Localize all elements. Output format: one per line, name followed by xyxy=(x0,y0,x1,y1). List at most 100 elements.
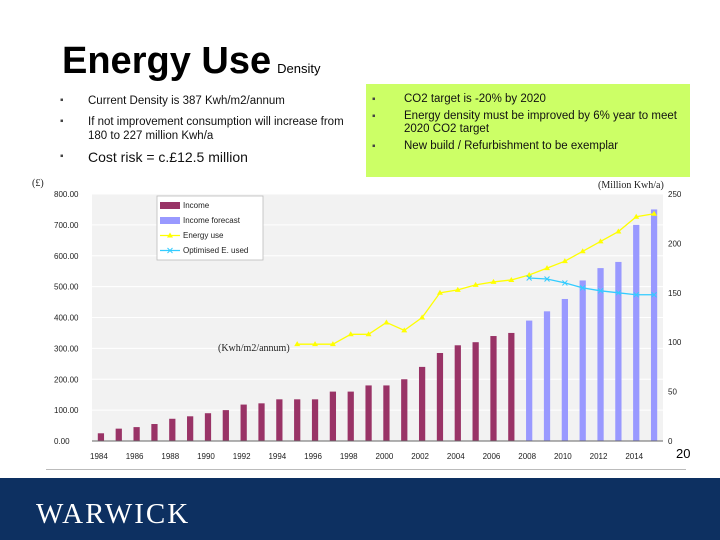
x-tick-label: 2002 xyxy=(411,452,429,461)
forecast-bar xyxy=(615,261,622,441)
bullet-consumption: If not improvement consumption will incr… xyxy=(60,115,360,143)
ticks-group: 0.00 100.00 200.00 300.00 400.00 500.00 600.00… xyxy=(54,190,682,461)
legend-label: Income xyxy=(183,201,210,210)
income-bar xyxy=(240,404,247,441)
energy-use-point xyxy=(597,238,604,244)
energy-use-point xyxy=(526,272,533,278)
bullet-density: Current Density is 387 Kwh/m2/annum xyxy=(60,94,360,108)
page-number: 20 xyxy=(676,446,691,461)
right-tick-label: 150 xyxy=(668,289,682,298)
left-tick-label: 400.00 xyxy=(54,314,79,323)
energy-use-point xyxy=(508,276,515,282)
density-annotation: (Kwh/m2/annum) xyxy=(218,343,290,354)
energy-use-point xyxy=(312,341,319,347)
x-tick-label: 2014 xyxy=(625,452,643,461)
x-tick-label: 2000 xyxy=(376,452,394,461)
right-tick-label: 200 xyxy=(668,239,682,248)
x-tick-label: 2008 xyxy=(518,452,536,461)
energy-use-point xyxy=(329,341,336,347)
forecast-bar xyxy=(543,311,551,441)
income-bar xyxy=(401,379,408,441)
x-tick-label: 1990 xyxy=(197,452,215,461)
income-bar xyxy=(133,427,140,441)
x-tick-label: 1986 xyxy=(126,452,144,461)
left-tick-label: 100.00 xyxy=(54,406,79,415)
energy-use-point xyxy=(347,331,354,337)
left-tick-label: 200.00 xyxy=(54,375,79,384)
income-bar xyxy=(311,399,319,441)
income-bar xyxy=(169,418,176,441)
forecast-bar xyxy=(561,298,568,441)
energy-use-point xyxy=(490,278,497,284)
energy-use-point xyxy=(561,258,568,264)
income-bar xyxy=(294,399,301,441)
x-tick-label: 2006 xyxy=(483,452,501,461)
target-build: New build / Refurbishment to be exemplar xyxy=(372,140,684,153)
left-axis-unit: (£) xyxy=(32,178,44,189)
energy-use-point xyxy=(436,289,443,295)
x-tick-label: 1984 xyxy=(90,452,108,461)
legend-swatch xyxy=(160,247,180,254)
income-bar xyxy=(454,345,461,441)
energy-use-point xyxy=(294,341,301,347)
legend-swatch xyxy=(160,232,180,238)
right-tick-label: 250 xyxy=(668,190,682,199)
energy-use-point xyxy=(544,265,551,271)
bullet-list: Current Density is 387 Kwh/m2/annum If n… xyxy=(60,94,360,171)
legend-label: Energy use xyxy=(183,231,224,240)
optimised-point xyxy=(615,289,622,296)
footer-bar xyxy=(0,478,720,540)
energy-use-point xyxy=(365,331,372,337)
chart-legend: Income Income forecast Energy use Optimised… xyxy=(156,195,264,261)
income-bar xyxy=(436,353,444,441)
income-bar xyxy=(472,342,479,441)
income-bar xyxy=(508,332,515,441)
income-bar xyxy=(329,391,337,441)
left-tick-label: 0.00 xyxy=(54,437,70,446)
legend-label: Optimised E. used xyxy=(183,246,248,255)
income-bar xyxy=(204,413,212,441)
optimised-point xyxy=(526,275,533,281)
income-bar xyxy=(258,403,265,441)
legend-swatch xyxy=(160,202,180,209)
slide-title: Energy Use Density xyxy=(62,40,320,83)
right-tick-label: 50 xyxy=(668,388,677,397)
income-bar xyxy=(490,336,497,441)
lines-group xyxy=(294,210,658,347)
energy-use-point xyxy=(472,281,479,287)
income-bar xyxy=(222,410,229,441)
energy-use-point xyxy=(633,213,640,219)
income-bar xyxy=(365,385,372,441)
target-density: Energy density must be improved by 6% ye… xyxy=(372,110,684,136)
optimised-point xyxy=(544,276,550,282)
left-tick-label: 600.00 xyxy=(54,252,79,261)
optimised-point xyxy=(651,291,657,298)
right-tick-label: 0 xyxy=(668,437,673,446)
target-box: CO2 target is -20% by 2020 Energy densit… xyxy=(366,84,690,177)
income-bar xyxy=(383,385,390,441)
forecast-bar xyxy=(650,209,658,441)
title-main: Energy Use xyxy=(62,40,272,82)
x-tick-label: 2012 xyxy=(590,452,608,461)
forecast-bar xyxy=(526,320,533,441)
target-co2: CO2 target is -20% by 2020 xyxy=(372,93,684,106)
x-tick-label: 1996 xyxy=(304,452,322,461)
energy-use-point xyxy=(454,286,461,292)
income-bar xyxy=(187,416,194,441)
forecast-bar xyxy=(633,224,640,441)
right-axis-unit: (Million Kwh/a) xyxy=(598,180,664,191)
optimised-point xyxy=(579,285,586,291)
energy-use-point xyxy=(651,210,658,216)
left-tick-label: 300.00 xyxy=(54,344,79,353)
optimised-point xyxy=(633,291,640,298)
bullet-cost-risk: Cost risk = c.£12.5 million xyxy=(60,150,360,164)
optimised-line xyxy=(529,277,655,296)
left-tick-label: 700.00 xyxy=(54,221,79,230)
bars-group xyxy=(97,209,658,441)
right-tick-label: 100 xyxy=(668,338,682,347)
income-bar xyxy=(115,428,122,441)
title-sub: Density xyxy=(277,61,321,76)
legend-label: Income forecast xyxy=(183,216,241,225)
optimised-point xyxy=(562,280,568,286)
